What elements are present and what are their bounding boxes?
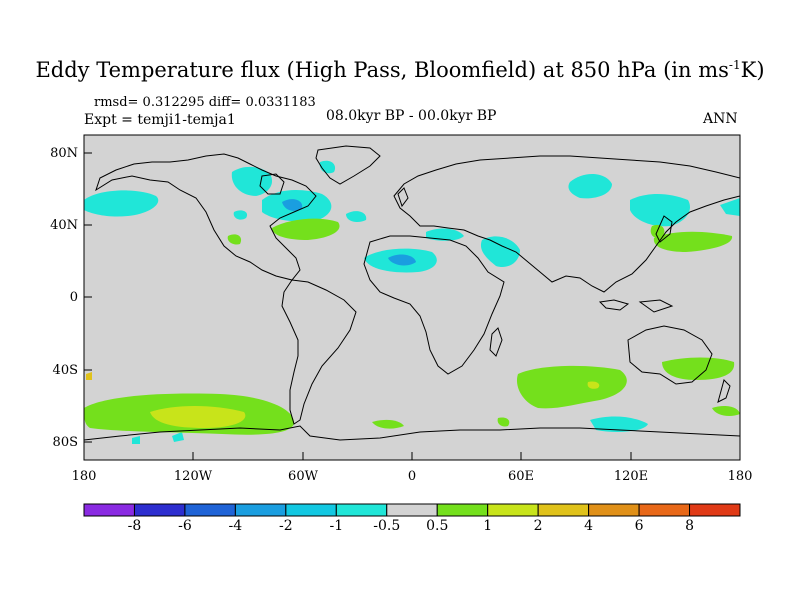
colorbar-label: 2	[533, 518, 543, 534]
experiment-label: Expt = temji1-temja1	[84, 112, 236, 128]
colorbar-swatch	[487, 503, 539, 517]
anomaly-southern-indian	[516, 365, 627, 409]
anomaly-siberia	[568, 173, 612, 199]
colorbar-swatch	[386, 503, 438, 517]
anomaly-antarctic-speck-2	[132, 436, 140, 444]
y-tick-label: 40N	[50, 218, 78, 233]
anomaly-south-atlantic-patch	[372, 419, 404, 429]
colorbar-label: -4	[228, 518, 243, 534]
colorbar-label: 4	[584, 518, 594, 534]
anomaly-north-pacific-east-edge	[720, 198, 740, 216]
colorbar-label: -2	[279, 518, 293, 534]
anomaly-antarctic-speck-1	[172, 432, 184, 442]
coast-new-zealand	[717, 379, 731, 403]
coast-australia	[627, 325, 713, 385]
title-tail: K)	[740, 58, 765, 82]
x-tick-label: 120W	[174, 469, 213, 484]
stats-label: rmsd= 0.312295 diff= 0.0331183	[94, 95, 316, 110]
coast-south-america	[281, 279, 357, 425]
colorbar-swatch	[184, 503, 236, 517]
anomaly-north-pacific-east	[84, 190, 159, 217]
anomaly-australia-south	[662, 357, 735, 380]
colorbar	[83, 503, 741, 517]
anomaly-south-pacific-core	[150, 406, 246, 428]
colorbar-swatch	[689, 503, 741, 517]
page-title: Eddy Temperature flux (High Pass, Bloomf…	[0, 58, 800, 82]
period-label: 08.0kyr BP - 00.0kyr BP	[326, 108, 497, 124]
coast-north-america	[95, 153, 317, 281]
anomaly-north-atlantic-patch	[227, 234, 242, 245]
colorbar-label: 1	[483, 518, 493, 534]
axis-ticks	[83, 152, 741, 460]
colorbar-label: -1	[329, 518, 344, 534]
anomaly-hudson-bay	[231, 166, 273, 196]
anomaly-south-pacific-orange	[86, 372, 92, 380]
coastlines	[84, 145, 740, 441]
coast-africa	[363, 235, 505, 375]
x-tick-label: 0	[408, 469, 416, 484]
anomaly-mediterranean	[426, 228, 464, 241]
title-superscript: -1	[728, 58, 741, 72]
y-tick-label: 80N	[50, 146, 78, 161]
anomaly-north-africa-core	[388, 254, 416, 266]
coast-uk	[397, 187, 409, 208]
colorbar-swatch	[537, 503, 590, 517]
anomaly-south-atlantic-patch-2	[497, 417, 510, 427]
anomaly-north-pacific-west	[653, 231, 733, 252]
title-main: Eddy Temperature flux (High Pass, Bloomf…	[35, 58, 729, 82]
colorbar-swatch	[133, 503, 186, 517]
anomaly-antarctic-coast-indian	[590, 416, 648, 432]
anomaly-arabia	[480, 236, 520, 268]
colorbar-swatch	[285, 503, 337, 517]
colorbar-label: -0.5	[373, 518, 401, 534]
x-tick-label: 60E	[508, 469, 534, 484]
y-tick-label: 40S	[53, 363, 78, 378]
anomaly-greenland-sea	[233, 210, 248, 220]
anomaly-tasman	[712, 406, 740, 416]
x-tick-label: 180	[728, 469, 753, 484]
y-tick-label: 0	[70, 290, 78, 305]
anomaly-north-atlantic-mid	[346, 211, 367, 222]
colorbar-swatch	[234, 503, 287, 517]
colorbar-swatch	[588, 503, 640, 517]
anomaly-southern-indian-core	[587, 381, 600, 389]
coast-madagascar	[489, 327, 503, 357]
colorbar-label: -8	[127, 518, 142, 534]
anomaly-east-asia	[630, 194, 690, 227]
coast-japan	[655, 215, 673, 243]
colorbar-label: 8	[685, 518, 694, 534]
colorbar-swatch	[83, 503, 135, 517]
x-tick-label: 180	[72, 469, 97, 484]
coast-greenland	[315, 145, 381, 185]
colorbar-label: 0.5	[426, 518, 449, 534]
coast-indonesia	[598, 299, 674, 313]
colorbar-swatch	[638, 503, 691, 517]
colorbar-label: 6	[634, 518, 644, 534]
anomaly-north-atlantic-west	[272, 218, 340, 240]
colorbar-label: -6	[178, 518, 192, 534]
season-label: ANN	[703, 111, 738, 127]
coast-eurasia	[393, 155, 740, 293]
coast-hudson-bay	[259, 173, 285, 195]
coast-antarctica	[84, 425, 740, 441]
y-tick-label: 80S	[53, 435, 78, 450]
colorbar-swatch	[436, 503, 489, 517]
anomaly-great-lakes-inner	[282, 199, 303, 211]
axis-labels: 180 120W 60W 0 60E 120E 180 80N 40N 0 40…	[50, 146, 752, 484]
colorbar-swatch	[335, 503, 388, 517]
x-tick-label: 120E	[614, 469, 648, 484]
x-tick-label: 60W	[288, 469, 319, 484]
